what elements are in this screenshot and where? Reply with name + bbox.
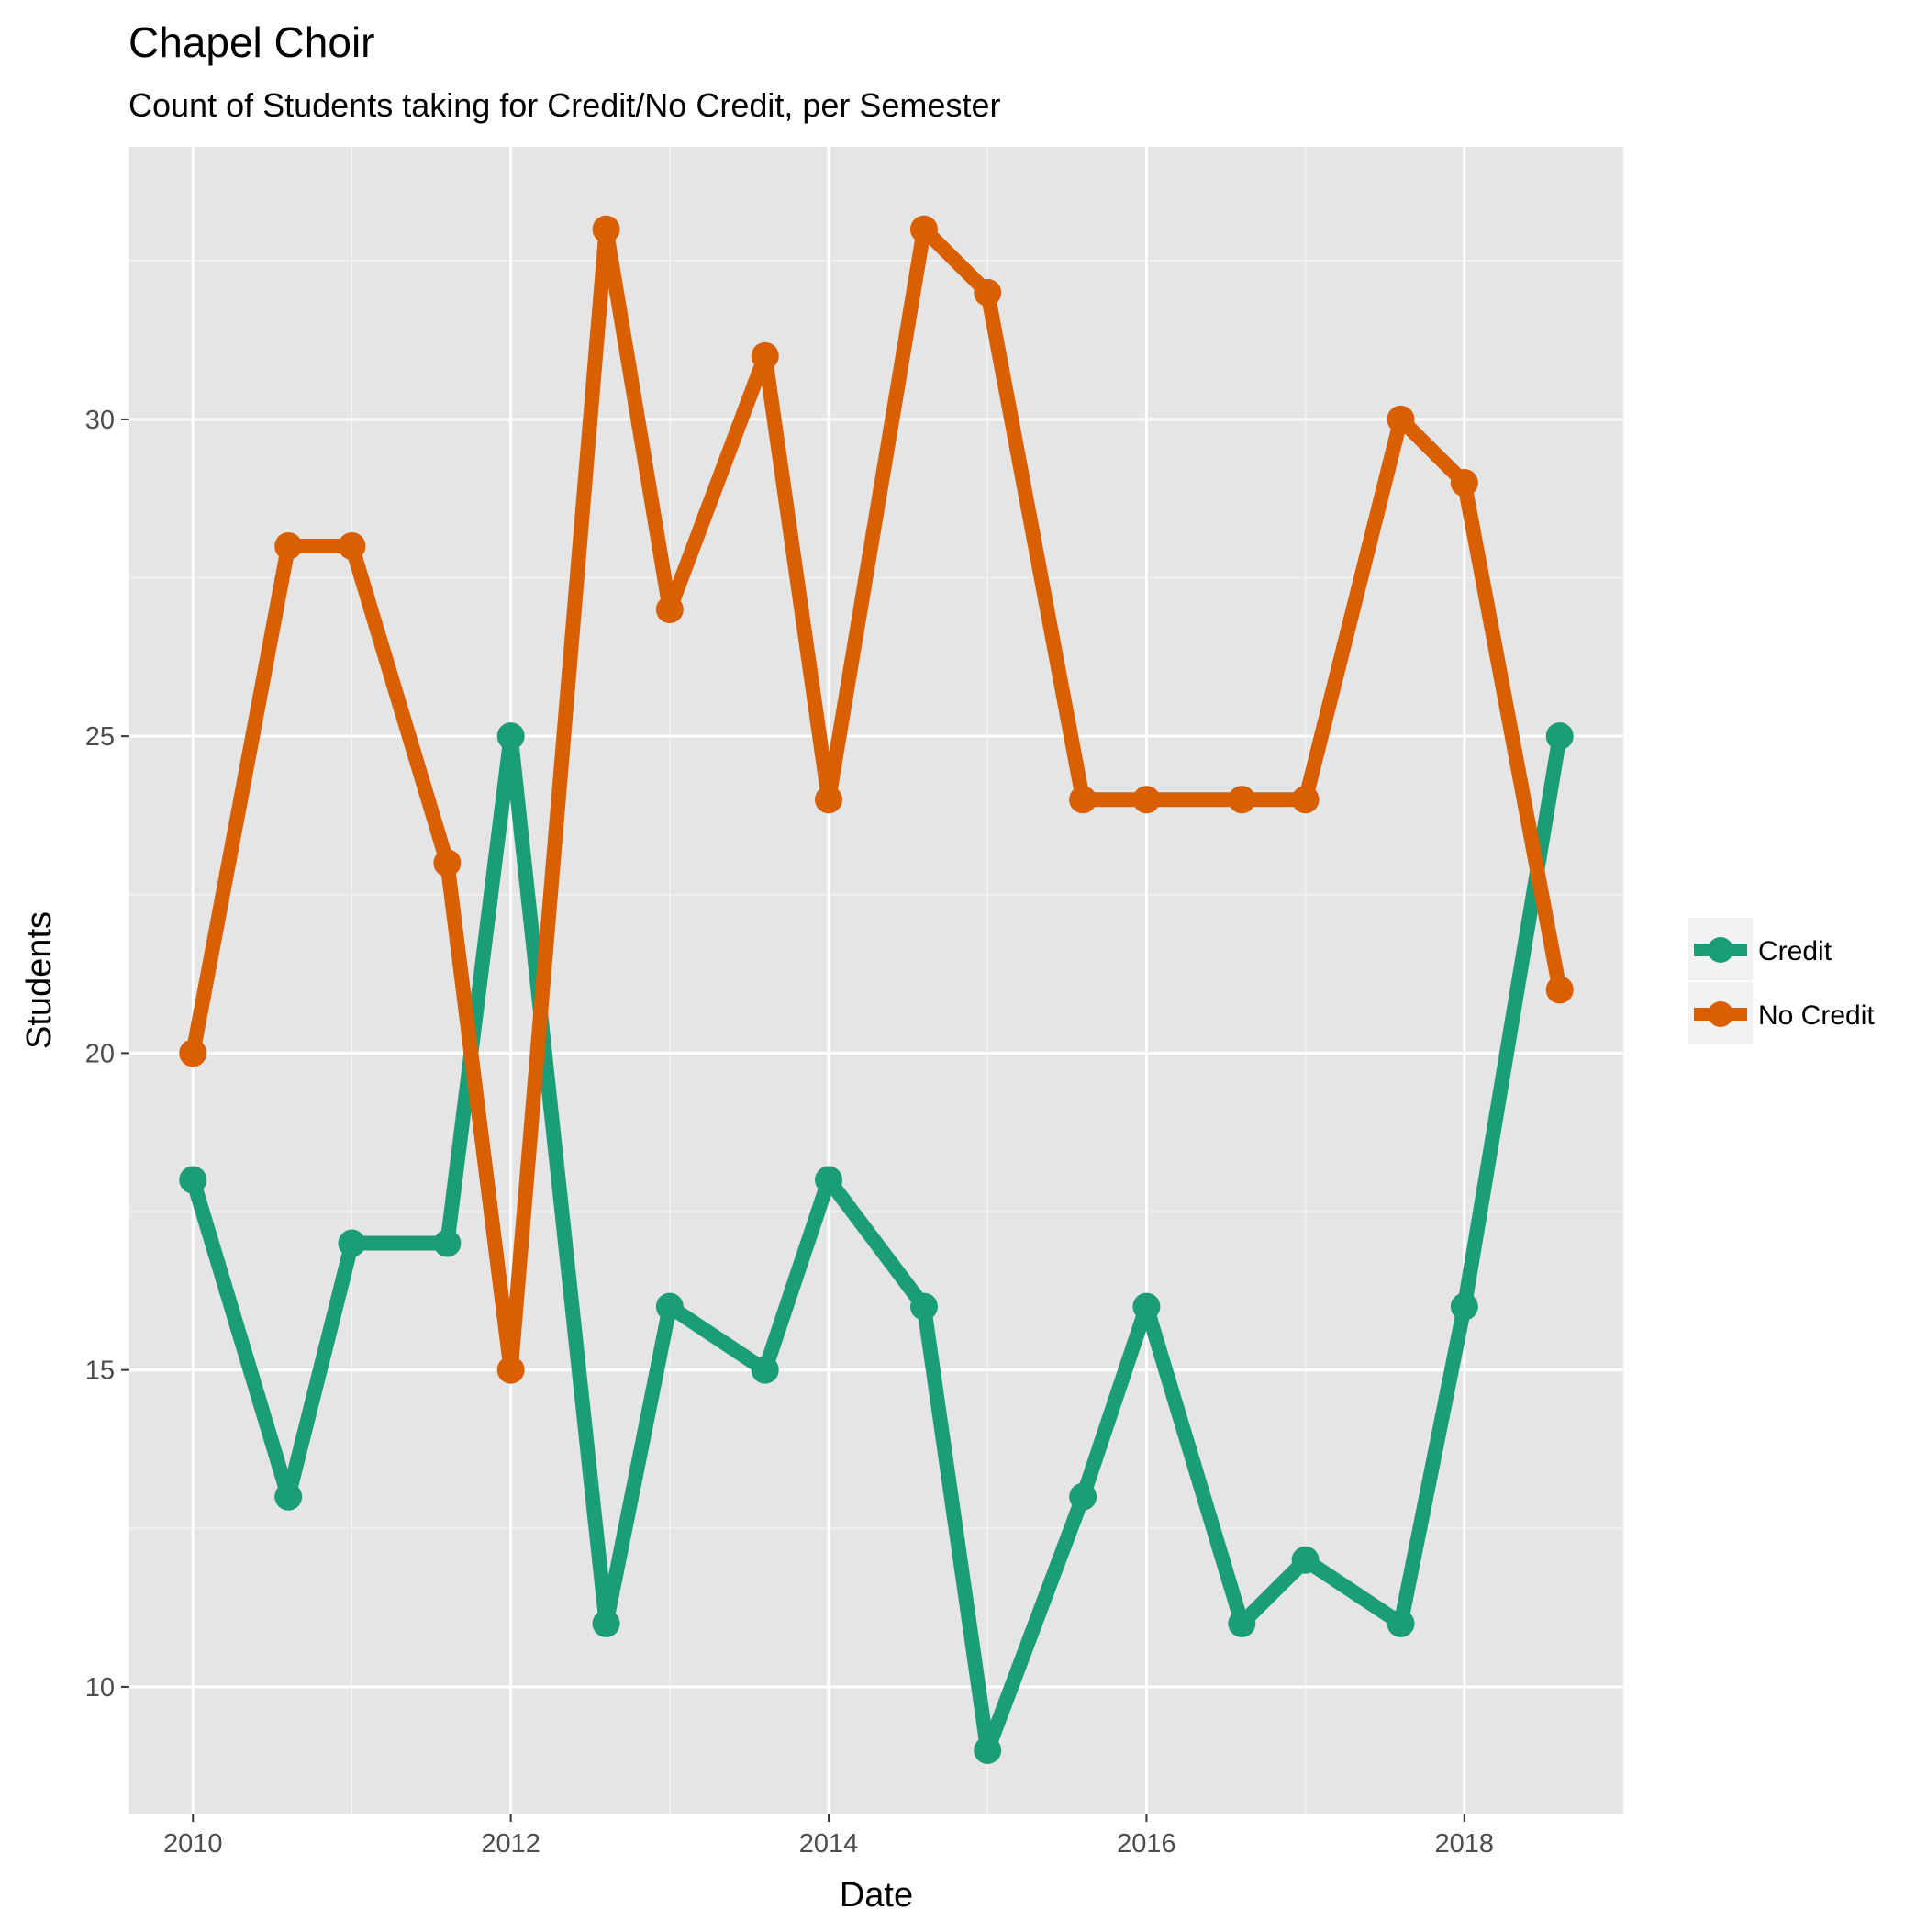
data-point-credit [1545,722,1574,751]
y-axis: 10 15 20 25 30 [85,406,129,1703]
legend-item-no-credit: No Credit [1688,982,1875,1044]
data-point-no-credit [1450,468,1478,497]
x-axis-label: Date [840,1876,913,1915]
y-tick-label: 25 [85,722,115,752]
data-point-no-credit [815,786,843,814]
data-point-credit [338,1229,366,1257]
data-point-credit [1132,1292,1161,1321]
x-tick-label: 2018 [1435,1829,1495,1859]
data-point-credit [592,1609,620,1637]
data-point-no-credit [751,341,779,370]
y-tick-label: 20 [85,1039,115,1068]
x-tick-label: 2010 [163,1829,223,1859]
data-point-credit [179,1166,207,1194]
y-axis-label: Students [20,911,59,1049]
x-axis: 2010 2012 2014 2016 2018 [163,1814,1494,1859]
legend: Credit No Credit [1688,918,1875,1044]
data-point-no-credit [1132,786,1161,814]
data-point-credit [1450,1292,1478,1321]
data-point-no-credit [433,849,462,877]
data-point-no-credit [1291,786,1320,814]
x-tick-label: 2014 [799,1829,859,1859]
data-point-no-credit [974,278,1002,307]
x-tick-label: 2012 [481,1829,540,1859]
data-point-no-credit [909,215,938,243]
data-point-credit [751,1356,779,1384]
series-line-no-credit [185,221,1567,1378]
plot-panel [129,147,1623,1814]
y-tick-label: 30 [85,406,115,435]
y-tick-label: 10 [85,1673,115,1703]
data-point-no-credit [179,1039,207,1067]
data-point-no-credit [1545,976,1574,1004]
legend-item-credit: Credit [1688,918,1832,980]
data-point-no-credit [655,596,684,624]
data-point-no-credit [1228,786,1256,814]
data-point-no-credit [496,1356,525,1384]
data-point-credit [909,1292,938,1321]
data-point-credit [274,1482,303,1511]
x-tick-label: 2016 [1117,1829,1176,1859]
legend-key-point [1708,937,1733,963]
series-line-credit [185,729,1567,1758]
legend-label: No Credit [1758,1000,1875,1031]
chart-subtitle: Count of Students taking for Credit/No C… [128,86,1000,124]
data-point-no-credit [1069,786,1097,814]
data-point-no-credit [274,532,303,561]
data-point-credit [655,1292,684,1321]
data-point-no-credit [1387,405,1415,433]
grid-major [129,147,1623,1814]
legend-label: Credit [1758,936,1832,966]
data-point-credit [815,1166,843,1194]
y-tick-label: 15 [85,1357,115,1386]
data-point-no-credit [592,215,620,243]
data-point-credit [433,1229,462,1257]
data-point-credit [974,1736,1002,1764]
series-lines [185,221,1567,1758]
data-point-credit [1387,1609,1415,1637]
chart-title: Chapel Choir [128,18,374,66]
legend-key-point [1708,1001,1733,1027]
series-points [179,215,1574,1764]
data-point-credit [496,722,525,751]
data-point-no-credit [338,532,366,561]
data-point-credit [1228,1609,1256,1637]
data-point-credit [1291,1546,1320,1574]
data-point-credit [1069,1482,1097,1511]
grid-minor [129,147,1624,1814]
